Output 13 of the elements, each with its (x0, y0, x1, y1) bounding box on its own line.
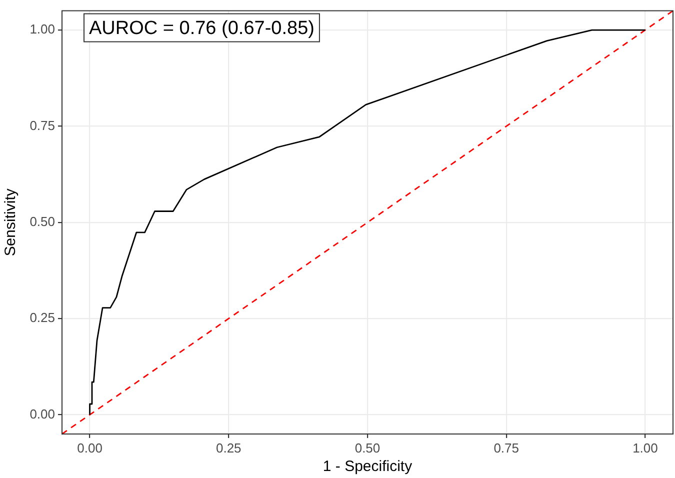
y-tick-label: 0.50 (30, 214, 55, 229)
y-tick-label: 0.75 (30, 118, 55, 133)
x-tick-label: 0.75 (494, 440, 520, 456)
y-axis-title: Sensitivity (2, 188, 20, 256)
y-tick-label: 0.25 (30, 310, 55, 326)
x-tick-label: 0.25 (216, 440, 242, 456)
annotation: AUROC = 0.76 (0.67-0.85) (89, 18, 314, 40)
x-axis-title: 1 - Specificity (322, 458, 413, 476)
y-tick-label: 1.00 (30, 22, 55, 37)
x-tick-label: 0.00 (77, 440, 102, 456)
x-tick-label: 0.50 (354, 440, 380, 456)
y-tick-label: 0.00 (30, 406, 55, 422)
x-tick-label: 1.00 (632, 440, 658, 456)
